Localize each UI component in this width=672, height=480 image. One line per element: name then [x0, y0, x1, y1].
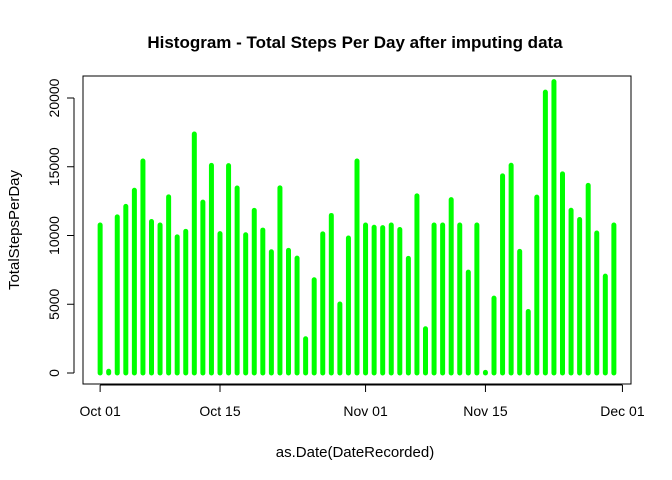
y-tick-label: 15000	[46, 147, 62, 186]
y-tick-label: 10000	[46, 216, 62, 255]
bars	[97, 79, 617, 376]
y-tick-label: 5000	[46, 288, 62, 319]
x-tick-label: Nov 01	[343, 403, 388, 419]
chart-title: Histogram - Total Steps Per Day after im…	[147, 33, 563, 52]
y-tick-label: 20000	[46, 78, 62, 117]
plot-frame	[82, 75, 632, 385]
x-tick-label: Oct 15	[199, 403, 240, 419]
x-tick-label: Nov 15	[463, 403, 508, 419]
x-axis-label: as.Date(DateRecorded)	[276, 444, 434, 461]
y-axis: 0 5000 10000 15000 20000	[46, 78, 75, 377]
x-tick-label: Oct 01	[80, 403, 121, 419]
x-tick-label: Dec 01	[600, 403, 645, 419]
y-tick-label: 0	[46, 369, 62, 377]
x-axis: Oct 01 Oct 15 Nov 01 Nov 15 Dec 01	[80, 384, 645, 419]
y-axis-label: TotalStepsPerDay	[6, 169, 23, 290]
